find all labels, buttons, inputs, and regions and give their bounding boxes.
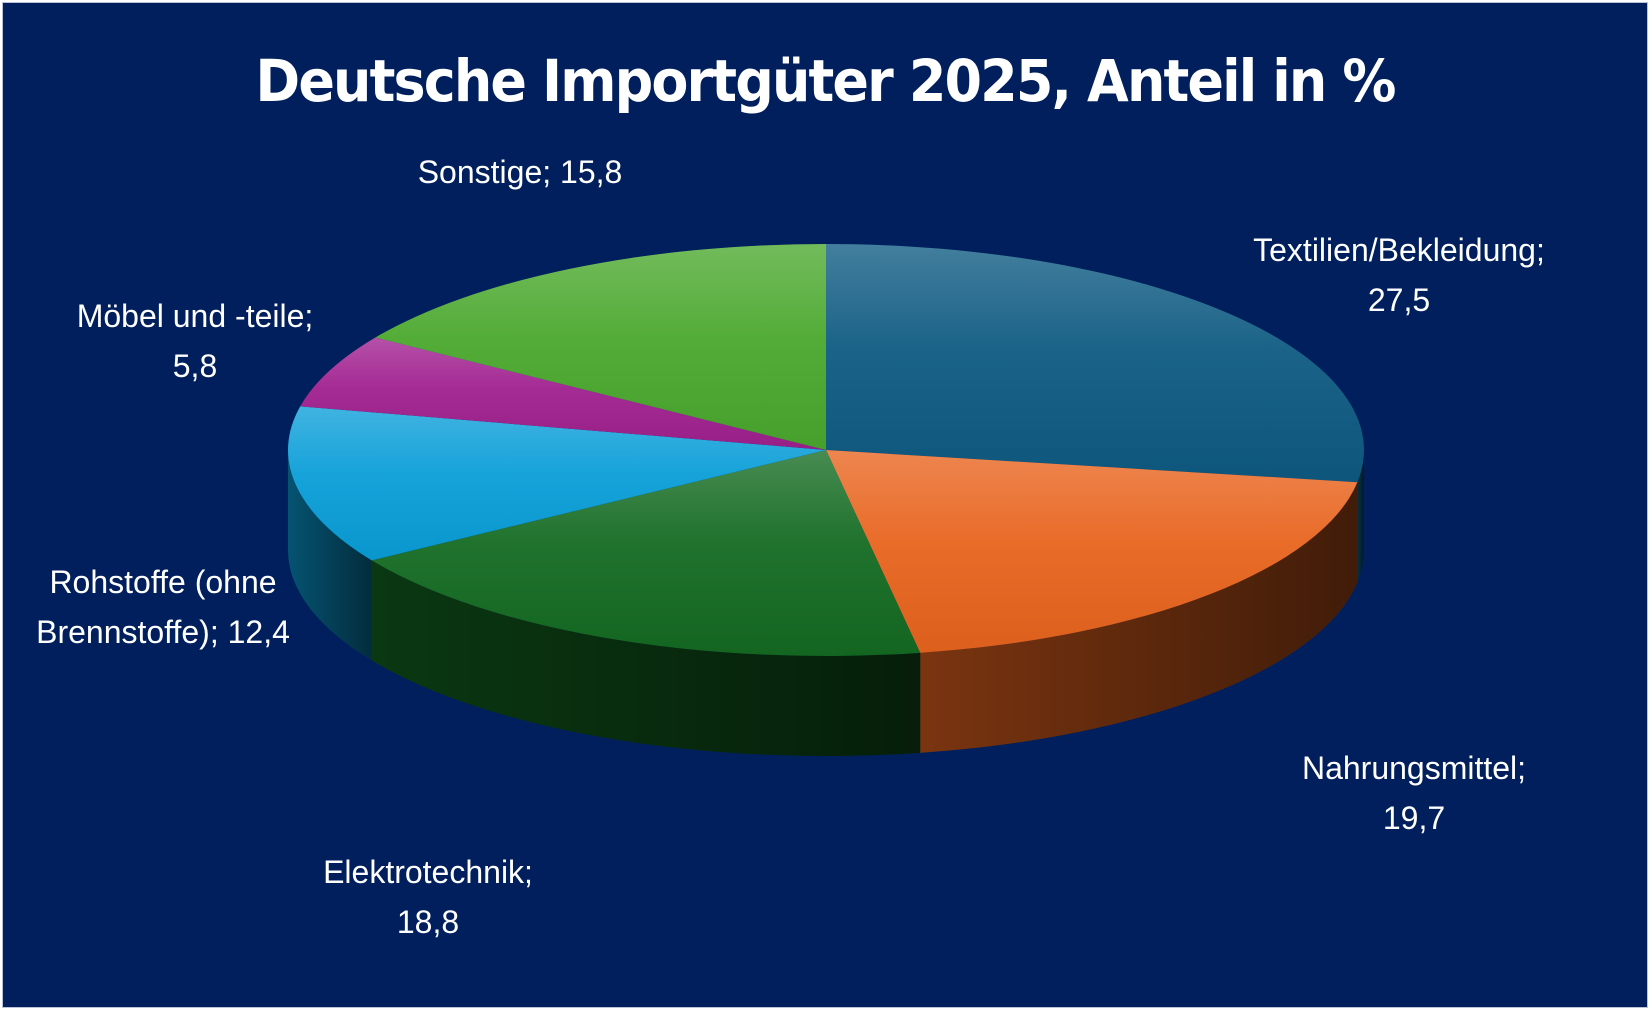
data-label-5: Sonstige; 15,8: [418, 154, 623, 190]
data-label-4: Möbel und -teile; 5,8: [77, 298, 314, 384]
data-label-2: Elektrotechnik; 18,8: [323, 854, 533, 940]
pie-tops: [288, 244, 1364, 656]
pie-slice-sheen-5: [375, 244, 826, 450]
pie-slice-sheen-3: [288, 406, 826, 561]
data-label-4-line-1: 5,8: [173, 348, 217, 384]
data-label-3: Rohstoffe (ohne Brennstoffe); 12,4: [36, 564, 290, 650]
pie-slice-sheen-1: [826, 450, 1358, 653]
pie-chart: Textilien/Bekleidung; 27,5 Nahrungsmittel;…: [36, 154, 1545, 940]
data-label-1-line-0: Nahrungsmittel;: [1302, 750, 1526, 786]
data-label-1-line-1: 19,7: [1383, 800, 1445, 836]
data-label-0-line-1: 27,5: [1368, 282, 1430, 318]
data-label-0: Textilien/Bekleidung; 27,5: [1253, 232, 1545, 318]
data-labels: Textilien/Bekleidung; 27,5 Nahrungsmittel;…: [36, 154, 1545, 940]
data-label-4-line-0: Möbel und -teile;: [77, 298, 314, 334]
pie-side-shade-2-0: [371, 560, 921, 756]
data-label-2-line-0: Elektrotechnik;: [323, 854, 533, 890]
data-label-5-line-0: Sonstige; 15,8: [418, 154, 623, 190]
pie-slice-sheen-0: [826, 244, 1364, 483]
data-label-3-line-0: Rohstoffe (ohne: [49, 564, 276, 600]
data-label-2-line-1: 18,8: [397, 904, 459, 940]
pie-slice-sheen-4: [300, 337, 826, 450]
pie-slice-sheen-2: [371, 450, 921, 656]
pie-side-shade-0-0: [1357, 450, 1364, 583]
pie-side-shade-1-0: [920, 482, 1358, 753]
data-label-3-line-1: Brennstoffe); 12,4: [36, 614, 290, 650]
pie-sides: [288, 450, 1364, 756]
pie-side-shade-3-0: [288, 450, 372, 661]
data-label-1: Nahrungsmittel; 19,7: [1302, 750, 1526, 836]
data-label-0-line-0: Textilien/Bekleidung;: [1253, 232, 1545, 268]
chart-title: Deutsche Importgüter 2025, Anteil in %: [255, 47, 1396, 115]
